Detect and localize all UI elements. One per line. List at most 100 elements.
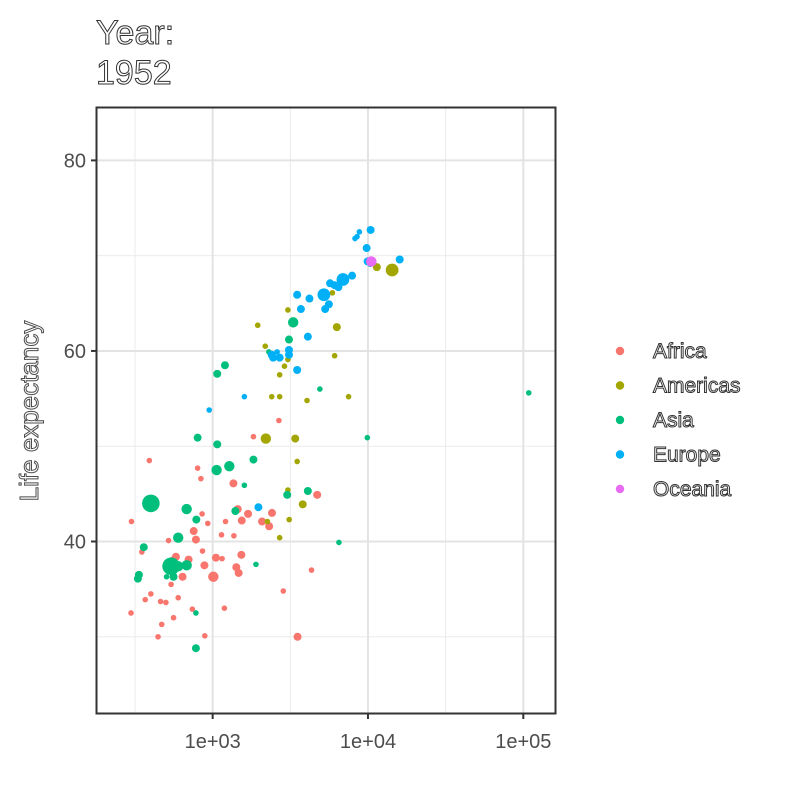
point-africa-28	[199, 511, 205, 517]
point-asia-13	[224, 461, 235, 472]
x-tick-label-2: 1e+05	[495, 731, 551, 753]
point-americas-8	[298, 500, 307, 509]
point-europe-15	[303, 332, 312, 341]
point-africa-3	[229, 479, 238, 488]
point-europe-11	[317, 288, 331, 302]
point-africa-48	[202, 633, 208, 639]
point-americas-15	[281, 363, 288, 369]
point-asia-18	[193, 433, 202, 442]
point-africa-4	[218, 532, 225, 538]
point-americas-24	[262, 343, 269, 349]
point-asia-19	[192, 515, 201, 524]
point-asia-30	[139, 543, 148, 552]
legend-label-americas: Americas	[653, 375, 741, 398]
point-asia-12	[231, 507, 240, 516]
point-africa-26	[189, 527, 198, 536]
legend-label-europe: Europe	[653, 444, 721, 467]
point-africa-44	[128, 518, 135, 525]
legend-key-asia	[615, 415, 625, 425]
point-europe-18	[284, 346, 293, 354]
point-africa-0	[146, 457, 153, 464]
point-americas-3	[332, 323, 341, 332]
point-africa-1	[194, 465, 201, 471]
point-asia-2	[336, 539, 342, 546]
point-africa-50	[234, 568, 243, 577]
point-africa-27	[191, 535, 200, 544]
point-africa-39	[155, 633, 161, 640]
point-asia-20	[193, 610, 199, 616]
point-asia-4	[303, 487, 312, 496]
point-africa-14	[276, 417, 282, 424]
point-africa-5	[222, 518, 229, 525]
chart-title-line-1: Year:	[96, 14, 174, 52]
point-europe-5	[348, 271, 357, 280]
point-europe-20	[275, 353, 284, 362]
legend-label-oceania: Oceania	[653, 478, 732, 501]
point-europe-21	[274, 349, 280, 355]
point-africa-17	[308, 567, 315, 573]
point-asia-11	[253, 561, 259, 568]
point-asia-32	[134, 570, 143, 579]
point-europe-13	[305, 294, 314, 303]
point-africa-40	[148, 591, 154, 597]
point-africa-37	[158, 621, 165, 628]
point-americas-16	[276, 393, 283, 400]
plot-grid	[97, 108, 555, 713]
point-oceania-1	[370, 259, 377, 266]
x-tick-label-0: 1e+03	[185, 731, 241, 753]
point-africa-2	[198, 475, 204, 482]
point-asia-28	[169, 572, 178, 581]
point-europe-6	[336, 273, 350, 286]
legend-key-oceania	[615, 484, 625, 494]
point-americas-10	[294, 458, 300, 465]
chart-title-line-2: 1952	[96, 54, 172, 92]
point-africa-34	[168, 581, 174, 588]
point-europe-25	[206, 407, 213, 413]
point-americas-20	[264, 518, 271, 525]
point-americas-19	[260, 433, 272, 444]
point-asia-7	[283, 490, 292, 499]
x-axis-ticks: 1e+03 1e+04 1e+05	[185, 713, 551, 753]
point-africa-36	[163, 599, 169, 606]
y-tick-label-0: 40	[64, 532, 86, 554]
plot-panel-border	[95, 106, 557, 715]
point-asia-21	[191, 644, 200, 653]
point-europe-23	[267, 350, 276, 359]
point-asia-14	[220, 361, 229, 370]
point-africa-51	[200, 561, 209, 570]
y-tick-label-2: 80	[64, 150, 86, 172]
legend-label-africa: Africa	[653, 340, 707, 363]
point-africa-33	[165, 537, 172, 544]
data-points	[128, 225, 532, 653]
point-asia-9	[249, 455, 258, 464]
point-americas-21	[276, 534, 283, 541]
legend-key-africa	[615, 346, 625, 356]
point-asia-10	[241, 482, 248, 489]
point-europe-26	[254, 503, 263, 512]
point-africa-6	[231, 532, 237, 539]
point-africa-30	[178, 572, 187, 581]
point-africa-19	[237, 550, 246, 559]
y-axis-ticks: 40 60 80	[64, 150, 97, 554]
point-africa-16	[313, 490, 322, 499]
point-europe-2	[362, 244, 371, 253]
point-africa-10	[250, 433, 257, 440]
point-americas-9	[291, 434, 300, 443]
point-americas-18	[268, 393, 275, 400]
legend: Africa Americas Asia Europe Oceania	[615, 340, 741, 502]
point-africa-41	[142, 596, 149, 603]
point-africa-45	[128, 610, 134, 616]
point-europe-1	[356, 229, 363, 235]
x-tick-label-1: 1e+04	[340, 731, 396, 753]
point-europe-14	[293, 290, 302, 299]
point-africa-25	[204, 520, 211, 527]
point-americas-4	[331, 352, 338, 359]
point-africa-38	[157, 598, 164, 605]
point-asia-27	[162, 557, 180, 576]
point-asia-23	[181, 560, 192, 571]
point-europe-19	[293, 366, 302, 375]
point-africa-22	[211, 553, 220, 562]
point-europe-28	[395, 255, 404, 264]
point-africa-47	[189, 606, 196, 612]
